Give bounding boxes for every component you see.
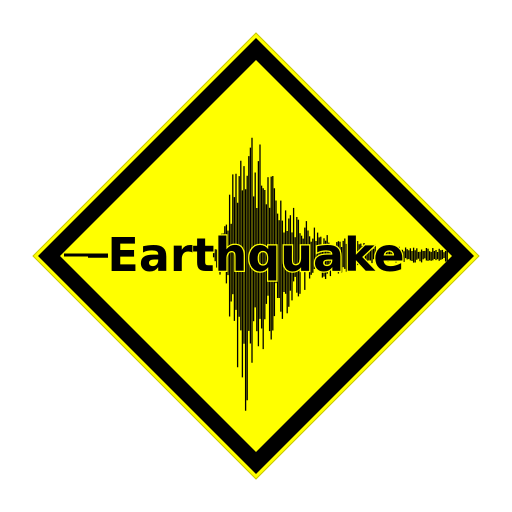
sign-label: Earthquake [107,228,404,282]
sign-field [60,60,452,452]
seismograph-waveform-icon [212,137,448,411]
